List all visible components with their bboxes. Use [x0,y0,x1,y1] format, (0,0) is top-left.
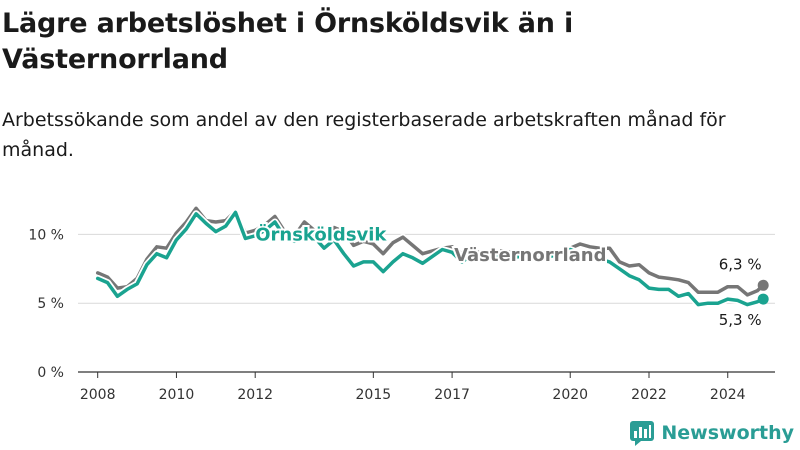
chart-title: Lägre arbetslöshet i Örnsköldsvik än i V… [2,8,574,75]
series-label-ornskoldsvik: Örnsköldsvik [255,224,387,246]
y-tick-label: 0 % [37,365,64,381]
x-tick-label: 2020 [552,387,588,403]
y-tick-label: 10 % [28,227,64,243]
end-value-label-ornskoldsvik: 5,3 % [719,311,762,329]
x-tick-label: 2012 [237,387,273,403]
end-point-ornskoldsvik [757,293,769,305]
series-label-vasternorrland: Västernorrland [454,245,606,266]
x-tick-label: 2008 [80,387,116,403]
grid-layer: 0 % 5 % 10 % 2008 2010 2012 2015 2017 2020 2022 20… [28,227,775,403]
series-line-vasternorrland [95,206,765,297]
end-point-vasternorrland [757,279,769,291]
chart-subtitle: Arbetssökande som andel av den registerb… [2,109,726,161]
x-tick-label: 2024 [710,387,746,403]
newsworthy-chart-icon [630,421,655,446]
label-layer: 6,3 % Västernorrland 5,3 % Örnsköldsvik [253,222,762,329]
x-tick-label: 2022 [631,387,667,403]
x-tick-label: 2010 [159,387,195,403]
brand-logo[interactable]: Newsworthy [629,420,794,446]
series-layer [94,204,769,309]
y-tick-label: 5 % [37,296,64,312]
brand-name: Newsworthy [661,422,794,444]
end-value-label-vasternorrland: 6,3 % [719,255,762,273]
x-tick-label: 2015 [356,387,392,403]
series-line-ornskoldsvik [95,210,765,307]
x-tick-label: 2017 [434,387,470,403]
